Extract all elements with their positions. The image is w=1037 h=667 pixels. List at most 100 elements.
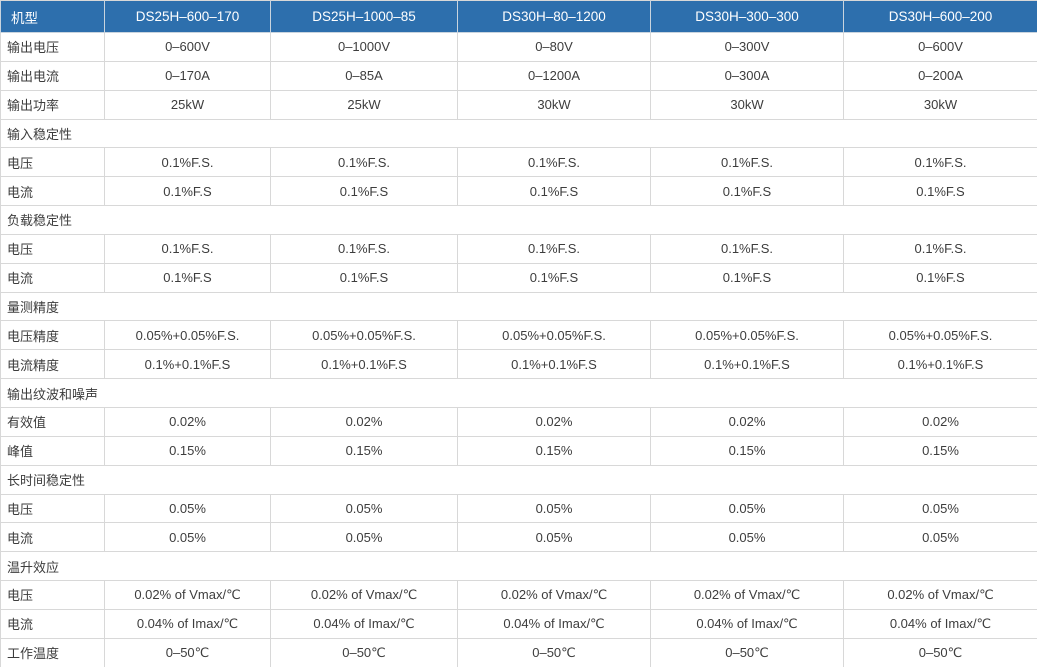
row-label: 输出功率	[0, 89, 105, 120]
column-header-model-1: DS25H–600–170	[104, 0, 271, 33]
section-row: 长时间稳定性	[0, 464, 1037, 495]
cell-value: 0–50℃	[650, 637, 844, 667]
section-label: 输出纹波和噪声	[0, 378, 1037, 408]
column-header-model-label: 机型	[0, 0, 105, 33]
section-label: 负载稳定性	[0, 205, 1037, 235]
cell-value: 0–200A	[843, 60, 1037, 91]
cell-value: 0.05%	[270, 493, 458, 524]
cell-value: 0.05%+0.05%F.S.	[650, 320, 844, 351]
cell-value: 0.02% of Vmax/℃	[270, 580, 458, 610]
table-row: 电压精度 0.05%+0.05%F.S. 0.05%+0.05%F.S. 0.05%+…	[0, 320, 1037, 351]
section-label: 量测精度	[0, 291, 1037, 322]
cell-value: 0.1%F.S	[457, 176, 651, 207]
cell-value: 0.02%	[457, 406, 651, 437]
row-label: 电压	[0, 233, 105, 264]
cell-value: 0–50℃	[104, 637, 271, 667]
cell-value: 0.1%F.S.	[650, 147, 844, 178]
section-row: 温升效应	[0, 551, 1037, 582]
row-label: 电压	[0, 580, 105, 610]
column-header-model-3: DS30H–80–1200	[457, 0, 651, 33]
row-label: 电压精度	[0, 320, 105, 351]
row-label: 电流	[0, 522, 105, 553]
cell-value: 0.02%	[650, 406, 844, 437]
cell-value: 0.05%+0.05%F.S.	[457, 320, 651, 351]
cell-value: 0.1%F.S.	[270, 147, 458, 178]
cell-value: 0.1%F.S.	[270, 233, 458, 264]
spec-table-body: 输出电压 0–600V 0–1000V 0–80V 0–300V 0–600V 输出电流 0–…	[0, 32, 1037, 667]
row-label: 工作温度	[0, 637, 105, 667]
cell-value: 0–300V	[650, 32, 844, 62]
cell-value: 0.1%F.S	[104, 262, 271, 293]
cell-value: 0.05%	[457, 522, 651, 553]
cell-value: 0.1%F.S	[270, 262, 458, 293]
table-row: 峰值 0.15% 0.15% 0.15% 0.15% 0.15%	[0, 435, 1037, 466]
cell-value: 0.15%	[650, 435, 844, 466]
row-label: 电流	[0, 176, 105, 207]
section-row: 负载稳定性	[0, 205, 1037, 235]
cell-value: 0.15%	[843, 435, 1037, 466]
cell-value: 0–600V	[843, 32, 1037, 62]
table-row: 电压 0.1%F.S. 0.1%F.S. 0.1%F.S. 0.1%F.S. 0.1%F.…	[0, 147, 1037, 178]
row-label: 电压	[0, 147, 105, 178]
cell-value: 0–50℃	[270, 637, 458, 667]
cell-value: 25kW	[104, 89, 271, 120]
cell-value: 0.1%F.S.	[104, 147, 271, 178]
table-row: 输出电压 0–600V 0–1000V 0–80V 0–300V 0–600V	[0, 32, 1037, 62]
cell-value: 0.02%	[270, 406, 458, 437]
cell-value: 0.05%	[270, 522, 458, 553]
cell-value: 0.05%+0.05%F.S.	[270, 320, 458, 351]
section-row: 输出纹波和噪声	[0, 378, 1037, 408]
table-row: 电流 0.1%F.S 0.1%F.S 0.1%F.S 0.1%F.S 0.1%F.S	[0, 262, 1037, 293]
table-row: 电流精度 0.1%+0.1%F.S 0.1%+0.1%F.S 0.1%+0.1%F.S…	[0, 349, 1037, 380]
cell-value: 0.1%F.S.	[457, 147, 651, 178]
cell-value: 30kW	[650, 89, 844, 120]
cell-value: 0.02% of Vmax/℃	[650, 580, 844, 610]
cell-value: 0.1%+0.1%F.S	[843, 349, 1037, 380]
cell-value: 0–300A	[650, 60, 844, 91]
section-label: 温升效应	[0, 551, 1037, 582]
cell-value: 0.04% of Imax/℃	[457, 608, 651, 639]
cell-value: 0.04% of Imax/℃	[650, 608, 844, 639]
table-row: 电压 0.1%F.S. 0.1%F.S. 0.1%F.S. 0.1%F.S. 0.1%F.…	[0, 233, 1037, 264]
cell-value: 30kW	[843, 89, 1037, 120]
cell-value: 0–80V	[457, 32, 651, 62]
cell-value: 0.05%	[843, 522, 1037, 553]
cell-value: 0.05%	[104, 493, 271, 524]
cell-value: 30kW	[457, 89, 651, 120]
cell-value: 0.1%F.S.	[650, 233, 844, 264]
cell-value: 0.02% of Vmax/℃	[843, 580, 1037, 610]
cell-value: 0.1%F.S.	[843, 233, 1037, 264]
cell-value: 0.1%F.S.	[457, 233, 651, 264]
table-row: 电流 0.1%F.S 0.1%F.S 0.1%F.S 0.1%F.S 0.1%F.S	[0, 176, 1037, 207]
cell-value: 0.05%+0.05%F.S.	[104, 320, 271, 351]
table-row: 电压 0.02% of Vmax/℃ 0.02% of Vmax/℃ 0.02% of…	[0, 580, 1037, 610]
cell-value: 0–1000V	[270, 32, 458, 62]
cell-value: 25kW	[270, 89, 458, 120]
cell-value: 0.04% of Imax/℃	[104, 608, 271, 639]
cell-value: 0.1%F.S.	[843, 147, 1037, 178]
table-row: 工作温度 0–50℃ 0–50℃ 0–50℃ 0–50℃ 0–50℃	[0, 637, 1037, 667]
cell-value: 0.05%	[650, 493, 844, 524]
table-row: 电流 0.05% 0.05% 0.05% 0.05% 0.05%	[0, 522, 1037, 553]
cell-value: 0–50℃	[457, 637, 651, 667]
row-label: 有效值	[0, 406, 105, 437]
cell-value: 0.04% of Imax/℃	[270, 608, 458, 639]
cell-value: 0.1%+0.1%F.S	[457, 349, 651, 380]
cell-value: 0–1200A	[457, 60, 651, 91]
column-header-model-4: DS30H–300–300	[650, 0, 844, 33]
cell-value: 0.1%+0.1%F.S	[104, 349, 271, 380]
cell-value: 0.1%+0.1%F.S	[650, 349, 844, 380]
cell-value: 0.1%F.S.	[104, 233, 271, 264]
section-row: 输入稳定性	[0, 118, 1037, 149]
cell-value: 0.02% of Vmax/℃	[104, 580, 271, 610]
table-row: 电压 0.05% 0.05% 0.05% 0.05% 0.05%	[0, 493, 1037, 524]
cell-value: 0.04% of Imax/℃	[843, 608, 1037, 639]
section-label: 长时间稳定性	[0, 464, 1037, 495]
cell-value: 0.1%F.S	[457, 262, 651, 293]
cell-value: 0.1%F.S	[104, 176, 271, 207]
cell-value: 0.1%F.S	[270, 176, 458, 207]
cell-value: 0.05%	[104, 522, 271, 553]
cell-value: 0.02%	[104, 406, 271, 437]
cell-value: 0.02%	[843, 406, 1037, 437]
